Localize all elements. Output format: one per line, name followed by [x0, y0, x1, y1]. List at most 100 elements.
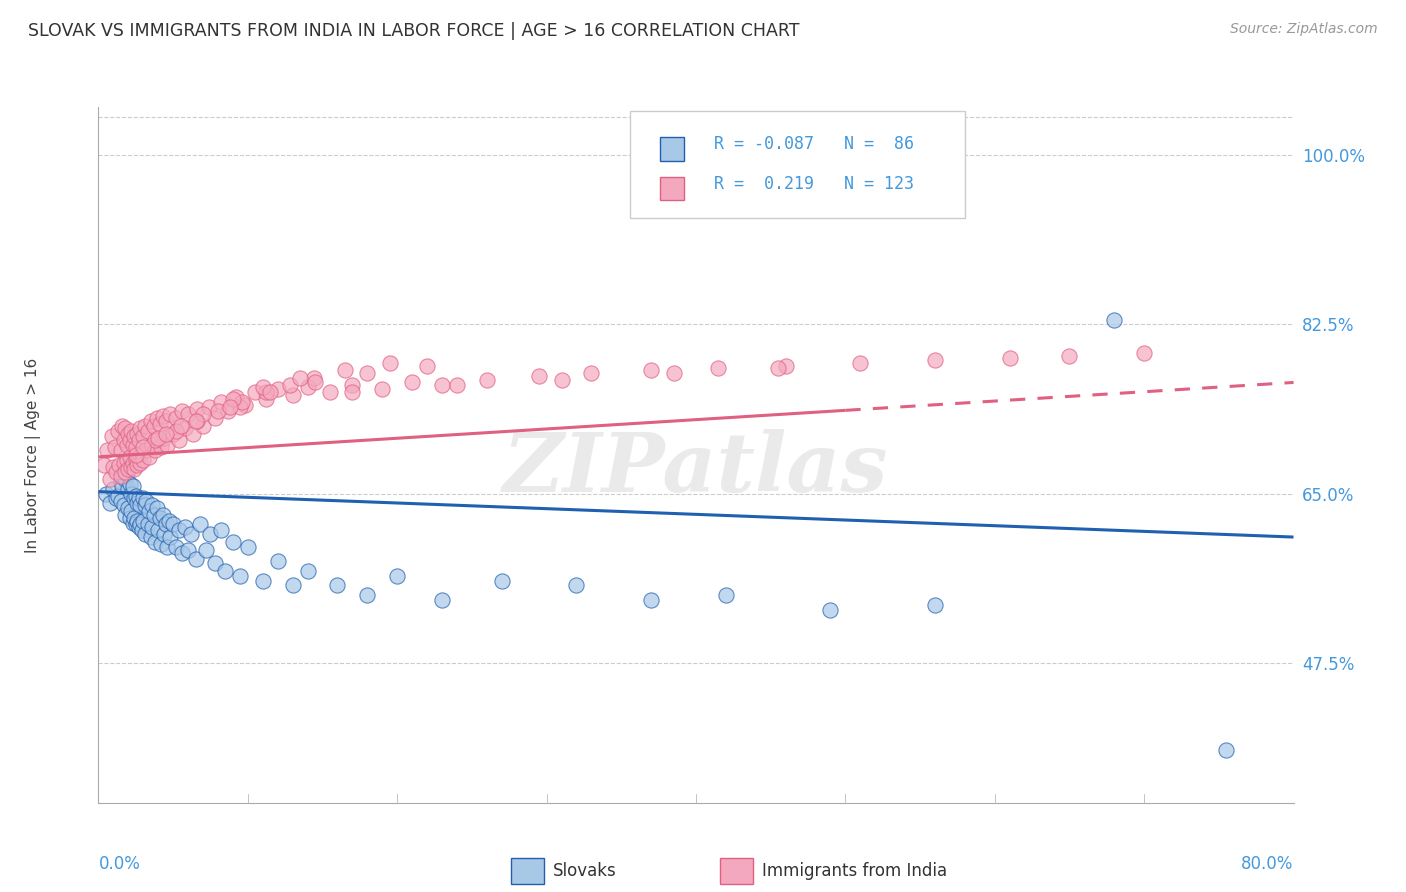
Point [165, 540, 187, 554]
Point [110, 469, 132, 483]
Point [125, 440, 148, 454]
Text: R =  0.219   N = 123: R = 0.219 N = 123 [714, 175, 914, 193]
Point [254, 385, 277, 400]
Point [120, 486, 142, 500]
Point [184, 414, 207, 428]
Point [219, 400, 242, 414]
Point [924, 598, 946, 612]
Point [153, 527, 176, 541]
Point [138, 450, 160, 464]
Point [141, 498, 163, 512]
Point [143, 535, 166, 549]
Point [112, 498, 135, 512]
Text: In Labor Force | Age > 16: In Labor Force | Age > 16 [25, 358, 41, 552]
Point [143, 443, 166, 458]
Point [288, 370, 311, 384]
Point [209, 394, 232, 409]
Point [117, 482, 139, 496]
Point [107, 489, 129, 503]
Point [114, 472, 136, 486]
Point [136, 424, 159, 438]
Point [229, 400, 252, 414]
Point [105, 491, 128, 506]
Point [378, 356, 401, 370]
Point [145, 411, 167, 425]
Point [186, 414, 208, 428]
Point [142, 419, 165, 434]
Point [766, 361, 789, 376]
Point [640, 592, 662, 607]
Point [114, 466, 136, 480]
Point [177, 542, 200, 557]
Point [121, 456, 143, 470]
Point [111, 479, 134, 493]
FancyBboxPatch shape [661, 177, 683, 201]
Point [93, 458, 115, 472]
Point [120, 424, 142, 438]
Point [132, 514, 155, 528]
Point [112, 434, 135, 448]
Point [214, 564, 236, 578]
Point [157, 514, 180, 528]
Point [167, 434, 190, 448]
Point [162, 426, 184, 441]
Point [100, 496, 122, 510]
Point [110, 494, 132, 508]
Point [204, 556, 226, 570]
Point [128, 491, 150, 506]
Point [1133, 346, 1156, 360]
Point [401, 376, 423, 390]
Point [849, 356, 872, 370]
Point [139, 530, 162, 544]
Point [138, 504, 160, 518]
Point [156, 438, 179, 452]
Point [267, 554, 290, 568]
Point [110, 443, 132, 458]
Point [167, 523, 190, 537]
Point [204, 411, 226, 425]
Point [124, 491, 146, 506]
Point [371, 382, 394, 396]
Point [129, 421, 152, 435]
FancyBboxPatch shape [510, 858, 544, 884]
Point [1059, 350, 1081, 364]
Point [125, 452, 148, 467]
Point [640, 363, 662, 377]
Point [491, 574, 513, 588]
Point [149, 510, 172, 524]
Point [134, 527, 156, 541]
Point [145, 501, 167, 516]
Point [150, 537, 173, 551]
Point [1215, 742, 1237, 756]
Point [333, 363, 356, 377]
Point [304, 376, 326, 390]
Point [132, 452, 155, 467]
Point [165, 411, 187, 425]
Point [100, 472, 122, 486]
Point [117, 426, 139, 441]
Point [131, 523, 153, 537]
Point [108, 458, 131, 472]
Point [129, 517, 152, 532]
Point [124, 510, 146, 524]
Point [180, 527, 202, 541]
Point [121, 438, 143, 452]
Point [104, 440, 127, 454]
Point [148, 523, 170, 537]
Point [115, 438, 138, 452]
Point [550, 373, 572, 387]
Point [152, 508, 174, 522]
Text: R = -0.087   N =  86: R = -0.087 N = 86 [714, 135, 914, 153]
Point [139, 414, 162, 428]
Point [172, 404, 194, 418]
Point [105, 466, 128, 480]
Point [195, 542, 218, 557]
Text: ZIPatlas: ZIPatlas [503, 429, 889, 508]
Point [342, 385, 364, 400]
Point [319, 385, 342, 400]
Point [475, 373, 498, 387]
Point [129, 498, 152, 512]
Point [143, 434, 166, 448]
Point [225, 390, 247, 404]
Point [96, 443, 118, 458]
